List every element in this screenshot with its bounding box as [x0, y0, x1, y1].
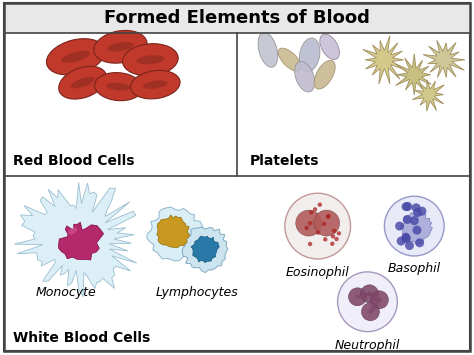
Ellipse shape: [95, 73, 142, 101]
Circle shape: [401, 202, 410, 211]
Ellipse shape: [107, 42, 134, 52]
Ellipse shape: [59, 66, 107, 99]
Ellipse shape: [46, 39, 105, 75]
Polygon shape: [14, 182, 137, 297]
Circle shape: [316, 230, 320, 235]
Polygon shape: [363, 36, 406, 84]
Ellipse shape: [94, 31, 147, 63]
Circle shape: [405, 241, 414, 250]
Ellipse shape: [300, 38, 320, 72]
Text: White Blood Cells: White Blood Cells: [13, 331, 150, 345]
Circle shape: [323, 237, 328, 241]
Circle shape: [326, 214, 330, 219]
Circle shape: [308, 242, 312, 246]
Circle shape: [326, 214, 331, 218]
Text: Lymphocytes: Lymphocytes: [155, 286, 238, 299]
Circle shape: [331, 234, 335, 239]
Circle shape: [296, 210, 322, 236]
Circle shape: [337, 272, 397, 332]
Circle shape: [412, 203, 420, 212]
Circle shape: [418, 207, 427, 215]
Circle shape: [403, 215, 412, 224]
Circle shape: [362, 303, 379, 321]
Circle shape: [348, 288, 366, 306]
Circle shape: [313, 207, 317, 212]
Bar: [4, 3, 470, 33]
Circle shape: [304, 226, 309, 230]
Circle shape: [415, 238, 424, 247]
Circle shape: [322, 222, 326, 226]
Circle shape: [384, 196, 444, 256]
Ellipse shape: [123, 44, 178, 76]
Polygon shape: [423, 40, 465, 77]
Circle shape: [402, 234, 411, 243]
Polygon shape: [401, 213, 432, 245]
Ellipse shape: [314, 60, 335, 89]
Ellipse shape: [295, 61, 315, 92]
Polygon shape: [412, 80, 444, 111]
Circle shape: [371, 291, 388, 309]
Ellipse shape: [258, 32, 278, 67]
Ellipse shape: [320, 34, 339, 60]
Circle shape: [314, 210, 339, 236]
Polygon shape: [157, 215, 190, 248]
Ellipse shape: [107, 83, 130, 91]
Text: Monocyte: Monocyte: [36, 286, 97, 299]
Circle shape: [330, 241, 335, 246]
Ellipse shape: [137, 55, 164, 64]
Circle shape: [395, 222, 404, 230]
Circle shape: [308, 221, 312, 225]
Text: Formed Elements of Blood: Formed Elements of Blood: [104, 9, 370, 27]
Circle shape: [309, 210, 313, 214]
Text: Platelets: Platelets: [250, 154, 319, 168]
Ellipse shape: [61, 51, 90, 63]
Text: Neutrophil: Neutrophil: [335, 339, 400, 351]
Polygon shape: [191, 236, 219, 262]
Circle shape: [361, 285, 378, 303]
Polygon shape: [58, 222, 104, 260]
Circle shape: [397, 236, 406, 246]
Ellipse shape: [131, 70, 180, 99]
Circle shape: [318, 202, 322, 207]
Text: Red Blood Cells: Red Blood Cells: [13, 154, 135, 168]
Circle shape: [332, 229, 337, 233]
Circle shape: [410, 216, 419, 225]
Text: Basophil: Basophil: [388, 262, 441, 275]
Circle shape: [334, 237, 339, 241]
Text: Eosinophil: Eosinophil: [286, 266, 349, 279]
Circle shape: [401, 233, 410, 242]
Ellipse shape: [278, 48, 301, 71]
Circle shape: [412, 226, 421, 235]
Circle shape: [403, 202, 412, 211]
Polygon shape: [147, 207, 203, 261]
Ellipse shape: [143, 81, 168, 89]
Circle shape: [413, 208, 422, 217]
Polygon shape: [396, 54, 431, 95]
Polygon shape: [182, 227, 228, 273]
Ellipse shape: [71, 77, 94, 88]
Ellipse shape: [68, 228, 77, 235]
Circle shape: [337, 231, 341, 236]
Circle shape: [285, 193, 351, 259]
